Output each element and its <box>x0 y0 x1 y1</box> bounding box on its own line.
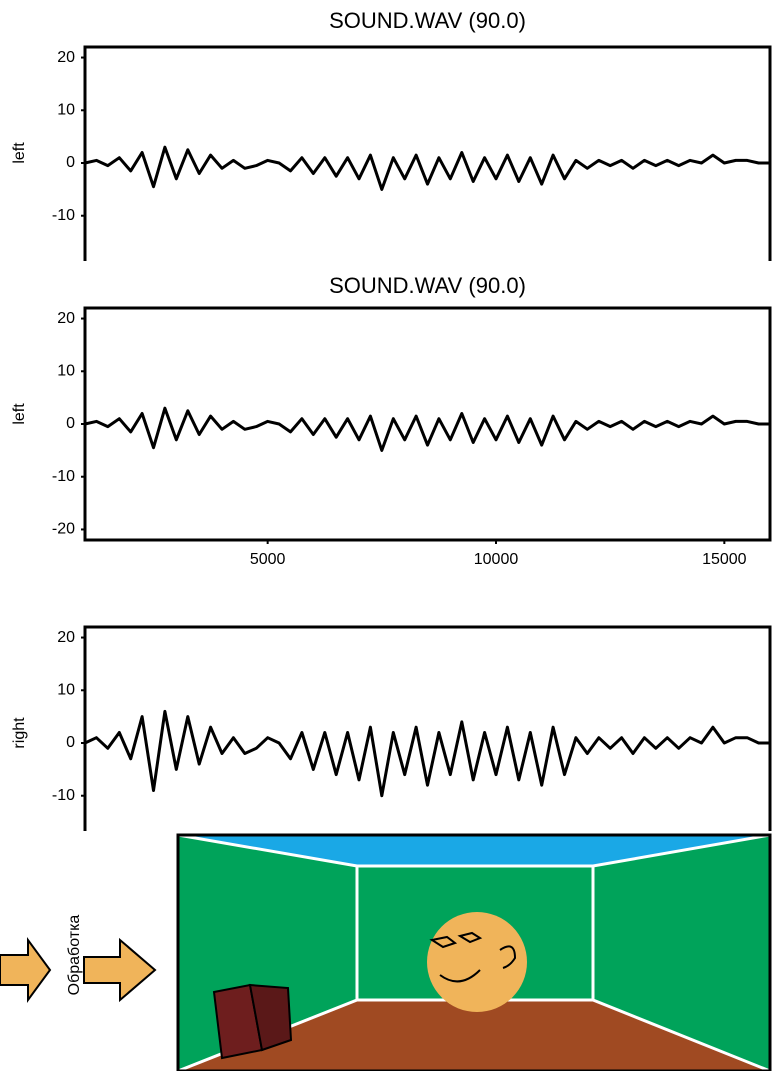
y-tick-label: 20 <box>57 49 75 66</box>
y-tick-label: 0 <box>66 415 75 432</box>
y-tick-label: -20 <box>52 260 75 277</box>
cube-side <box>248 983 293 1052</box>
plot-frame <box>83 625 772 831</box>
y-tick-label: -20 <box>52 521 75 538</box>
process-label: Обработка <box>66 915 83 996</box>
y-tick-label: 20 <box>57 310 75 327</box>
y-tick-label: 20 <box>57 629 75 646</box>
head <box>427 912 527 1012</box>
y-tick-label: 10 <box>57 681 75 698</box>
y-tick-label: -10 <box>52 468 75 485</box>
chart-title: SOUND.WAV (90.0) <box>329 273 526 298</box>
y-tick-label: 10 <box>57 362 75 379</box>
arrow <box>0 936 52 1004</box>
waveform <box>84 145 770 191</box>
y-tick-label: -10 <box>52 207 75 224</box>
arrow <box>83 937 157 1003</box>
y-tick-label: 0 <box>66 734 75 751</box>
y-axis-label: left <box>11 403 28 425</box>
y-tick-label: 10 <box>57 101 75 118</box>
y-axis-label: left <box>11 142 28 164</box>
plot-frame <box>83 45 772 261</box>
waveform <box>84 406 770 452</box>
chart: SOUND.WAV (90.0) left 20 10 0 -10 -20 5000 10000… <box>11 273 772 568</box>
x-tick-label: 5000 <box>250 551 286 568</box>
x-tick-label: 15000 <box>702 551 747 568</box>
chart: right 20 10 0 -10 <box>11 625 772 831</box>
chart: SOUND.WAV (90.0) left 20 10 0 -10 -20 <box>11 8 772 277</box>
waveform <box>84 709 770 798</box>
y-axis-label: right <box>11 717 28 749</box>
plot-frame <box>83 306 772 542</box>
y-tick-label: -10 <box>52 787 75 804</box>
illustration: Обработка <box>0 833 772 1071</box>
chart-title: SOUND.WAV (90.0) <box>329 8 526 33</box>
x-tick-label: 10000 <box>474 551 519 568</box>
y-tick-label: 0 <box>66 154 75 171</box>
frame <box>176 833 772 1071</box>
face <box>429 931 517 983</box>
